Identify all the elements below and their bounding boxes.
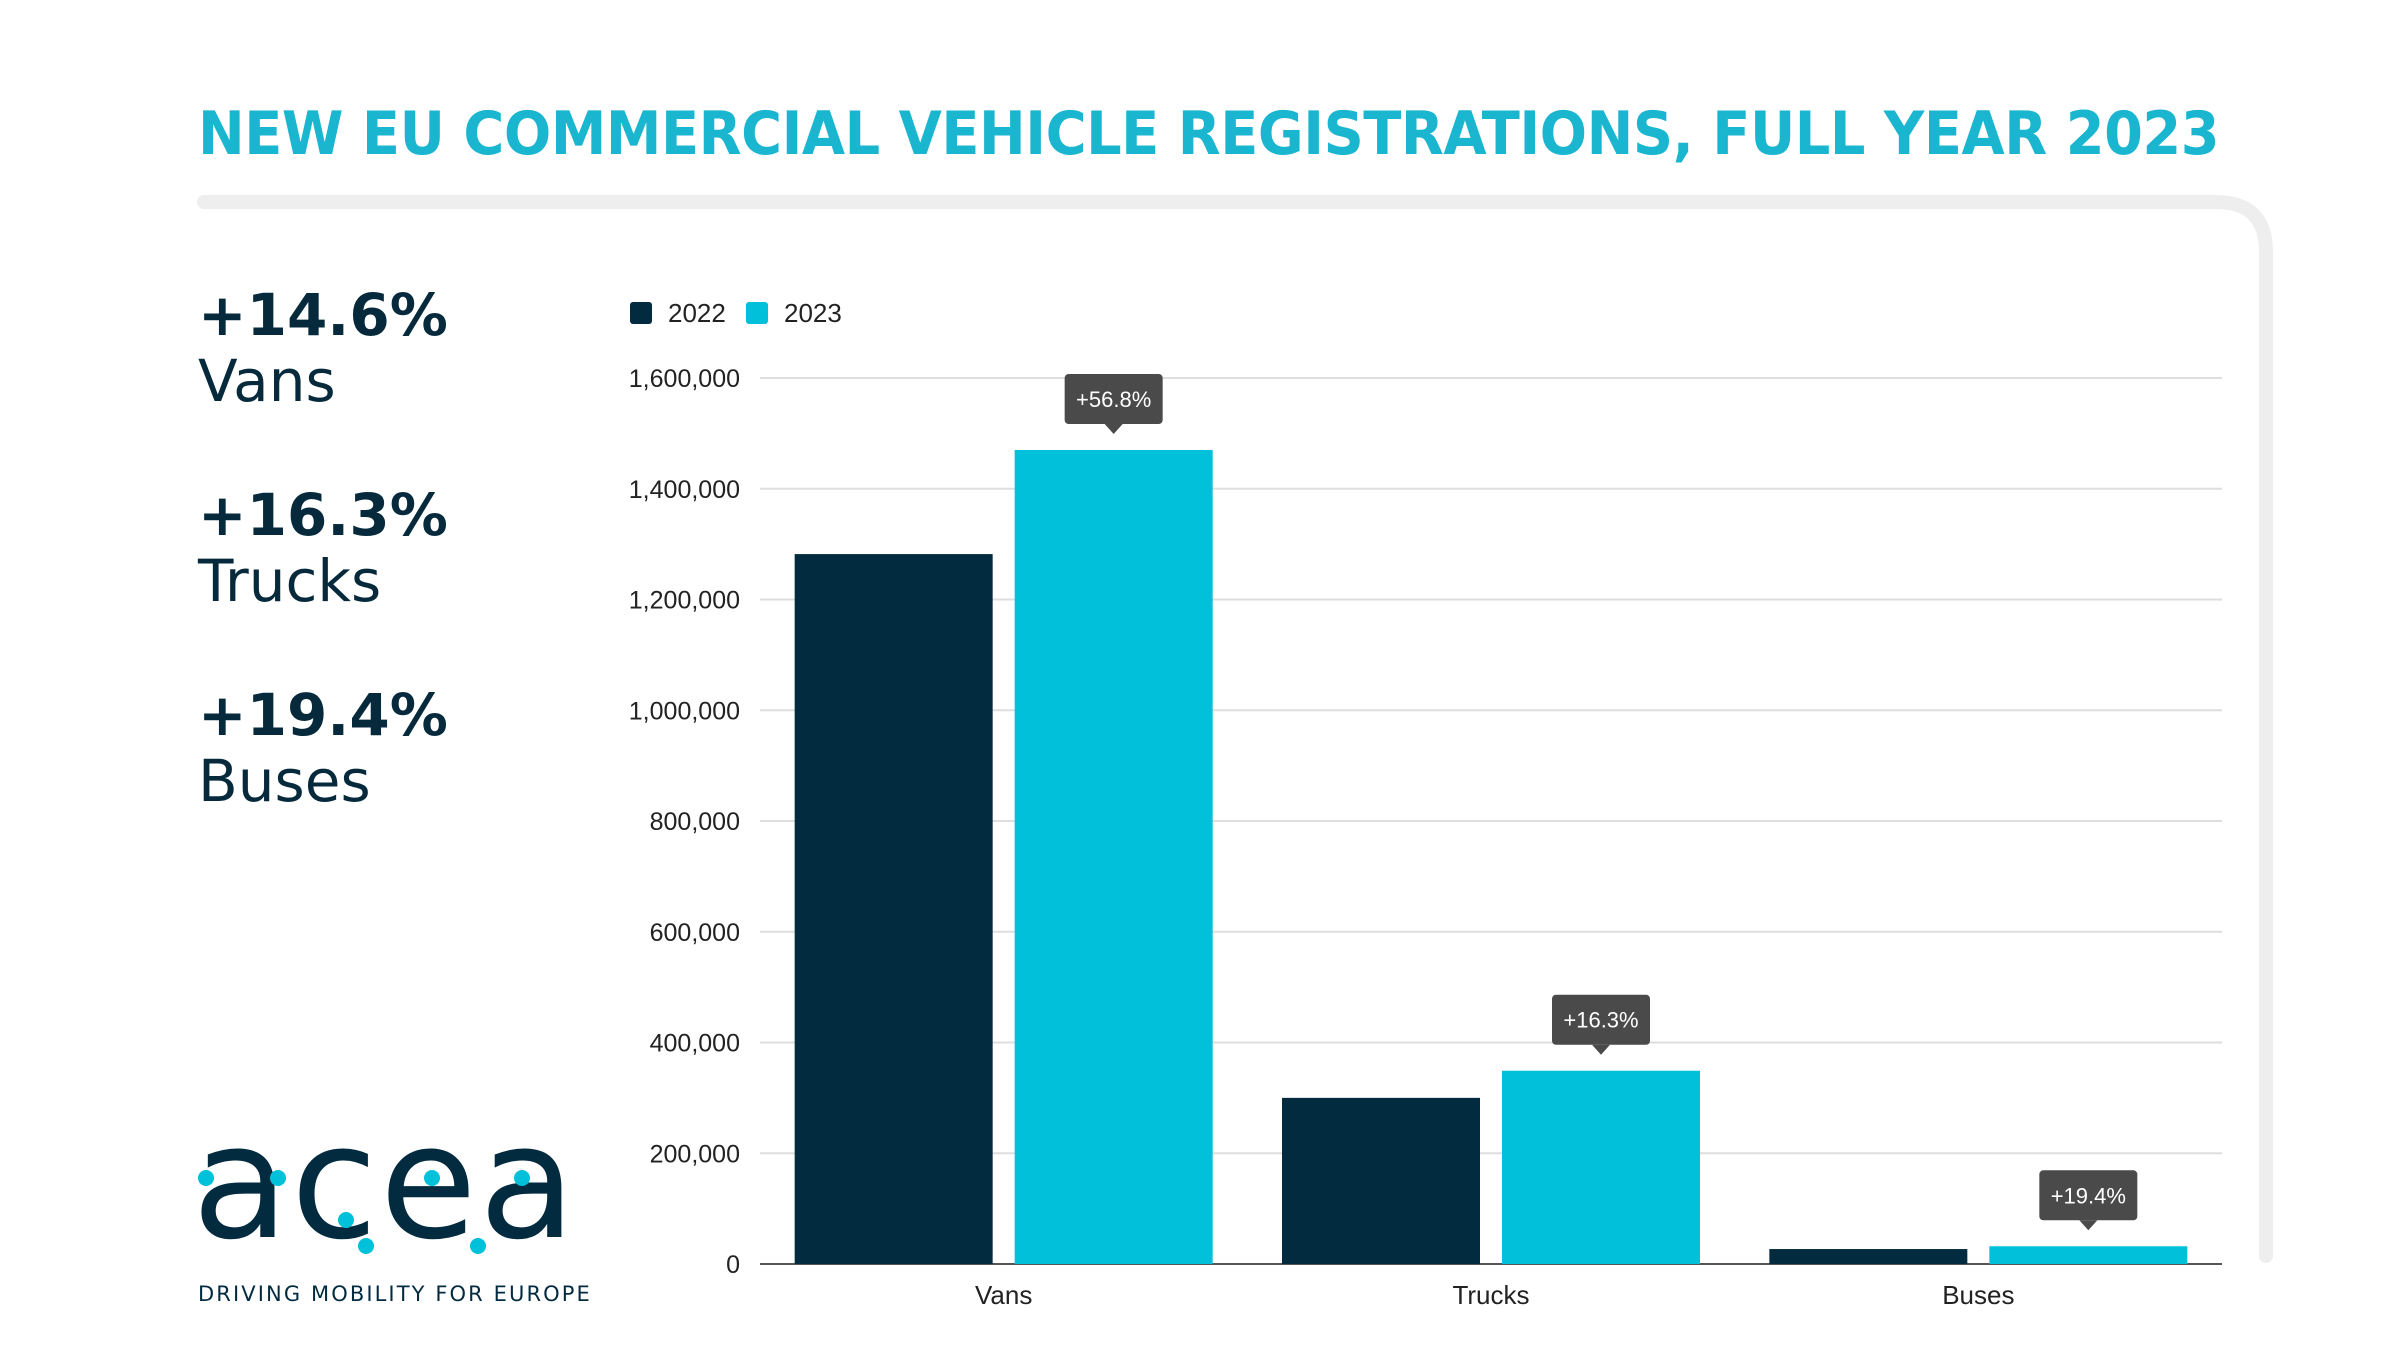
- bar-2022-vans: [794, 554, 993, 1264]
- annotation-bubble: [1552, 994, 1650, 1045]
- annotation-label: +56.8%: [1076, 387, 1151, 412]
- highlight-stats: +14.6% Vans +16.3% Trucks +19.4% Buses: [198, 282, 618, 882]
- annotation-pointer: [1592, 1044, 1610, 1055]
- annotation-label: +19.4%: [2051, 1183, 2126, 1208]
- stat-vans: +14.6% Vans: [198, 282, 618, 482]
- annotation-label: +16.3%: [1563, 1008, 1638, 1033]
- logo-dot: [514, 1170, 530, 1186]
- y-tick-label: 0: [726, 1251, 740, 1279]
- logo-wordmark: acea: [192, 1091, 578, 1275]
- annotation-pointer: [2079, 1220, 2098, 1231]
- stat-trucks-value: +16.3%: [198, 481, 448, 549]
- y-tick-label: 600,000: [650, 919, 740, 947]
- bar-2023-vans: [1014, 449, 1213, 1264]
- bar-2023-buses: [1989, 1246, 2188, 1264]
- stat-vans-value: +14.6%: [198, 281, 448, 349]
- x-tick-label: Vans: [975, 1280, 1032, 1310]
- annotation-pointer: [1104, 423, 1123, 434]
- logo-dot: [470, 1238, 486, 1254]
- y-tick-label: 800,000: [650, 808, 740, 836]
- y-tick-label: 1,000,000: [629, 697, 740, 725]
- stat-buses-label: Buses: [198, 747, 371, 815]
- y-tick-label: 1,200,000: [629, 587, 740, 615]
- logo-dot: [338, 1212, 354, 1228]
- logo-dots: [198, 1170, 530, 1254]
- logo-dot: [424, 1170, 440, 1186]
- legend-swatch-2023: [746, 302, 768, 324]
- logo-dot: [270, 1170, 286, 1186]
- logo-tagline: DRIVING MOBILITY FOR EUROPE: [198, 1282, 592, 1306]
- bar-2022-buses: [1769, 1249, 1968, 1264]
- legend-label-2023: 2023: [784, 298, 842, 328]
- bar-2022-trucks: [1282, 1097, 1480, 1264]
- y-tick-label: 400,000: [650, 1030, 740, 1058]
- logo-dot: [358, 1238, 374, 1254]
- stat-trucks-label: Trucks: [198, 547, 382, 615]
- stat-vans-label: Vans: [198, 347, 336, 415]
- logo-dot: [198, 1170, 214, 1186]
- bar-2023-trucks: [1502, 1070, 1700, 1264]
- annotation-bubble: [2039, 1170, 2138, 1221]
- stat-trucks: +16.3% Trucks: [198, 482, 618, 682]
- stat-buses-value: +19.4%: [198, 681, 448, 749]
- x-tick-label: Buses: [1942, 1280, 2014, 1310]
- annotation-bubble: [1064, 373, 1163, 424]
- x-tick-label: Trucks: [1452, 1280, 1529, 1310]
- page-title: NEW EU COMMERCIAL VEHICLE REGISTRATIONS,…: [198, 99, 2220, 169]
- frame-line: [197, 195, 2273, 1263]
- y-tick-label: 1,600,000: [629, 365, 740, 393]
- y-tick-label: 200,000: [650, 1140, 740, 1168]
- y-tick-label: 1,400,000: [629, 476, 740, 504]
- acea-logo: acea DRIVING MOBILITY FOR EUROPE: [192, 1104, 590, 1315]
- legend-label-2022: 2022: [668, 298, 726, 328]
- stat-buses: +19.4% Buses: [198, 682, 618, 882]
- legend-swatch-2022: [630, 302, 652, 324]
